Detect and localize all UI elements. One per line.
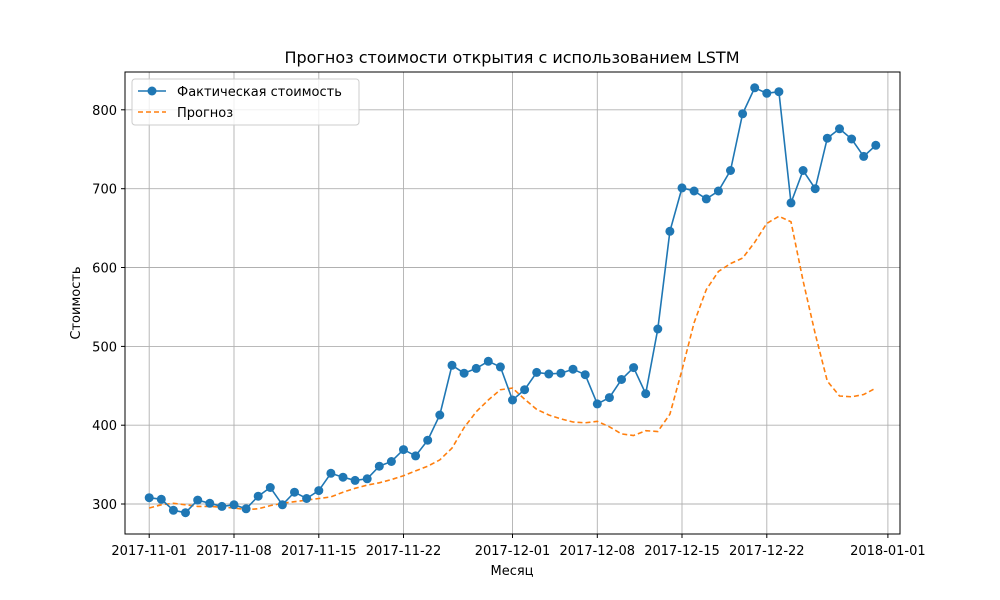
- actual-data-point: [520, 385, 530, 395]
- actual-data-point: [568, 364, 578, 374]
- actual-data-point: [459, 368, 469, 378]
- actual-data-point: [810, 184, 820, 194]
- actual-data-point: [338, 472, 348, 482]
- actual-data-point: [314, 486, 324, 496]
- actual-data-point: [253, 491, 263, 501]
- actual-data-point: [859, 151, 869, 161]
- actual-data-point: [701, 194, 711, 204]
- actual-data-point: [495, 362, 505, 372]
- ticks: 2017-11-01 2017-11-08 2017-11-15 2017-11-22…: [92, 104, 926, 559]
- actual-data-point: [774, 87, 784, 97]
- y-tick-label: 400: [92, 419, 117, 434]
- actual-data-point: [399, 445, 408, 455]
- x-axis-label: Месяц: [490, 564, 533, 579]
- actual-data-point: [205, 498, 215, 508]
- actual-data-point: [762, 88, 772, 98]
- actual-data-point: [677, 183, 687, 193]
- actual-data-point: [350, 475, 360, 485]
- x-tick-label: 2017-12-22: [729, 544, 805, 559]
- actual-data-point: [471, 363, 481, 373]
- actual-data-point: [144, 493, 154, 503]
- actual-data-point: [156, 494, 166, 504]
- x-tick-label: 2017-12-08: [560, 544, 636, 559]
- actual-data-point: [277, 500, 287, 510]
- actual-data-point: [435, 410, 445, 420]
- actual-data-point: [629, 363, 639, 373]
- actual-data-point: [847, 134, 857, 144]
- actual-data-point: [447, 360, 457, 370]
- actual-data-point: [604, 393, 614, 403]
- x-tick-label: 2017-12-15: [644, 544, 720, 559]
- actual-data-point: [168, 505, 178, 515]
- x-tick-label: 2017-11-22: [366, 544, 442, 559]
- forecast-series-line: [148, 215, 877, 511]
- actual-data-point: [689, 186, 699, 196]
- actual-data-point: [290, 487, 299, 497]
- actual-data-point: [580, 370, 590, 380]
- actual-data-point: [653, 324, 663, 334]
- x-tick-label: 2017-11-01: [111, 544, 187, 559]
- actual-data-point: [822, 133, 832, 143]
- plot-area: [144, 83, 881, 518]
- legend-label-actual: Фактическая стоимость: [177, 85, 342, 100]
- actual-data-point: [265, 483, 275, 492]
- x-tick-label: 2018-01-01: [850, 544, 926, 559]
- x-tick-label: 2017-11-15: [281, 544, 357, 559]
- actual-data-point: [326, 468, 336, 478]
- y-tick-label: 300: [92, 498, 117, 513]
- actual-data-point: [544, 369, 554, 379]
- y-tick-label: 500: [92, 340, 117, 355]
- actual-data-point: [217, 501, 227, 511]
- y-tick-label: 800: [92, 104, 117, 119]
- actual-data-point: [738, 109, 748, 119]
- actual-data-point: [374, 461, 384, 471]
- x-tick-label: 2017-12-01: [475, 544, 551, 559]
- actual-data-point: [786, 198, 796, 208]
- y-tick-label: 700: [92, 183, 117, 198]
- actual-data-point: [726, 166, 735, 175]
- legend: Фактическая стоимость Прогноз: [131, 78, 360, 126]
- actual-data-point: [750, 83, 760, 93]
- actual-data-point: [508, 395, 517, 405]
- actual-data-point: [229, 500, 239, 510]
- actual-data-point: [302, 494, 312, 503]
- legend-box: [131, 78, 360, 126]
- y-tick-label: 600: [92, 262, 117, 277]
- actual-data-point: [181, 508, 190, 518]
- actual-data-point: [665, 226, 675, 236]
- grid: [125, 72, 900, 534]
- actual-data-point: [362, 474, 372, 484]
- actual-data-point: [592, 399, 602, 409]
- actual-data-point: [556, 368, 566, 378]
- actual-data-point: [193, 495, 203, 505]
- actual-data-point: [798, 166, 808, 175]
- y-axis-label: Стоимость: [69, 266, 84, 339]
- actual-data-point: [241, 504, 251, 514]
- actual-data-point: [617, 375, 626, 384]
- legend-marker-actual: [147, 86, 157, 96]
- actual-data-point: [483, 356, 493, 366]
- actual-data-point: [411, 451, 421, 461]
- actual-data-point: [871, 140, 881, 150]
- actual-data-point: [835, 124, 844, 134]
- actual-data-point: [423, 435, 433, 445]
- actual-data-point: [713, 186, 723, 196]
- actual-data-point: [532, 367, 542, 377]
- actual-data-point: [386, 457, 396, 466]
- chart-title: Прогноз стоимости открытия с использован…: [284, 48, 739, 67]
- legend-label-forecast: Прогноз: [177, 106, 233, 121]
- actual-data-point: [641, 389, 651, 399]
- x-tick-label: 2017-11-08: [196, 544, 272, 559]
